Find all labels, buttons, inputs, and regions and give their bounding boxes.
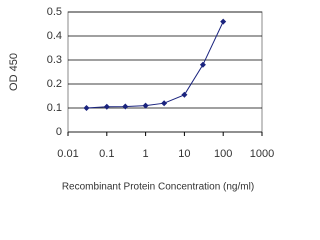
y-tick-label: 0.4 <box>47 30 62 42</box>
data-line <box>86 21 224 109</box>
x-tick-label: 1 <box>143 148 149 160</box>
x-tick-label: 0.01 <box>57 148 78 160</box>
data-point <box>103 103 110 110</box>
y-tick-label: 0.3 <box>47 54 62 66</box>
chart: OD 450 Recombinant Protein Concentration… <box>8 6 274 193</box>
y-tick-label: 0.2 <box>47 78 62 90</box>
data-point <box>220 18 227 25</box>
data-point <box>199 61 206 68</box>
x-tick-label: 10 <box>178 148 190 160</box>
x-axis-label: Recombinant Protein Concentration (ng/ml… <box>62 182 254 193</box>
y-tick-label: 0.1 <box>47 102 62 114</box>
data-point <box>181 91 188 98</box>
data-point <box>161 100 168 107</box>
x-tick-label: 100 <box>214 148 232 160</box>
x-tick-label: 1000 <box>250 148 274 160</box>
data-point <box>83 105 90 111</box>
y-tick-label: 0.5 <box>47 6 62 18</box>
plot-area <box>67 11 263 133</box>
y-tick-label: 0 <box>56 126 62 138</box>
data-point <box>142 102 149 109</box>
y-axis-label: OD 450 <box>8 53 20 91</box>
x-tick-label: 0.1 <box>99 148 114 160</box>
data-point <box>122 103 129 110</box>
